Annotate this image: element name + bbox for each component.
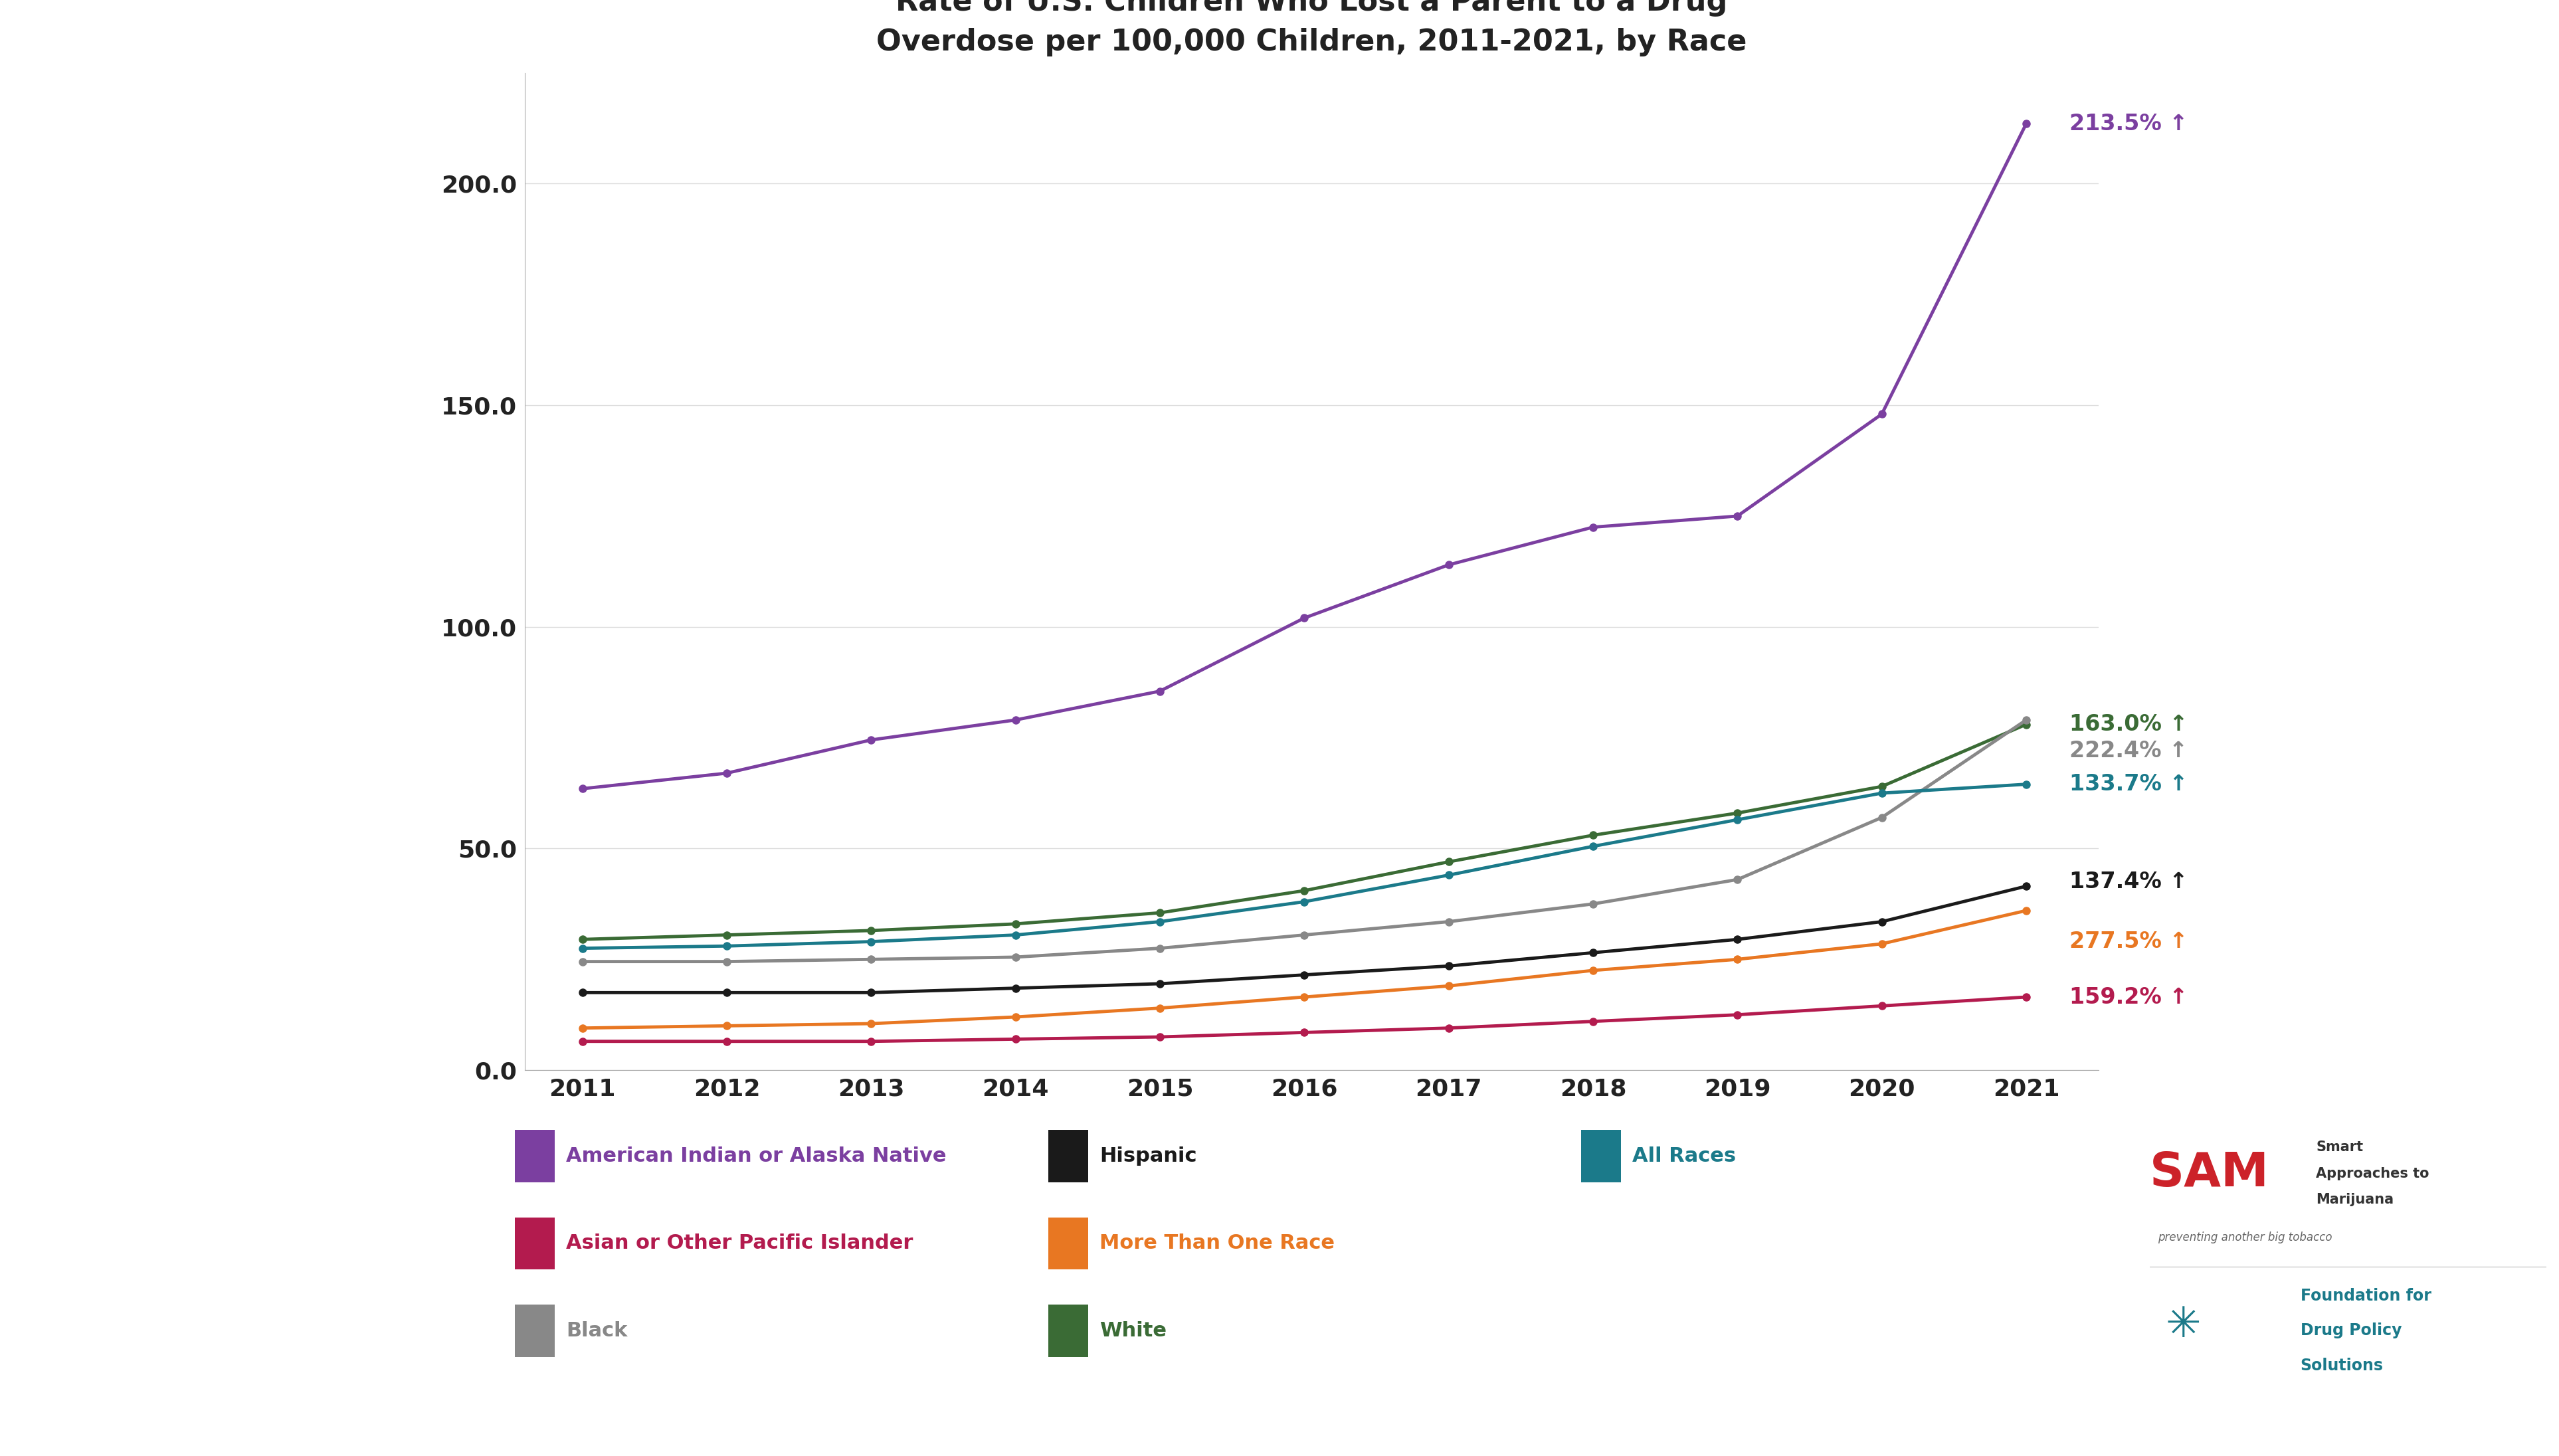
Text: Marijuana: Marijuana (2316, 1192, 2395, 1207)
Text: 137.4% ↑: 137.4% ↑ (2070, 871, 2188, 893)
Bar (514, 1130, 555, 1182)
Bar (1049, 1305, 1088, 1357)
Text: More Than One Race: More Than One Race (1100, 1233, 1333, 1254)
Text: 133.7% ↑: 133.7% ↑ (2070, 773, 2188, 795)
Text: Nora D Volkow, Christopher M Jones et al,
2024: Estimated Number of Children Who: Nora D Volkow, Christopher M Jones et al… (31, 1270, 358, 1351)
Text: Black: Black (566, 1321, 627, 1341)
Text: Asian or Other Pacific Islander: Asian or Other Pacific Islander (566, 1233, 914, 1254)
Text: All Races: All Races (1633, 1146, 1735, 1166)
Bar (514, 1217, 555, 1270)
Bar (514, 1305, 555, 1357)
Text: Smart: Smart (2316, 1140, 2365, 1155)
Text: 222.4% ↑: 222.4% ↑ (2070, 740, 2188, 761)
Text: Foundation for: Foundation for (2301, 1289, 2431, 1303)
Bar (1581, 1130, 1622, 1182)
Bar (1049, 1130, 1088, 1182)
Text: SAM: SAM (2150, 1150, 2270, 1197)
Text: preventing another big tobacco: preventing another big tobacco (2157, 1232, 2331, 1243)
Text: Approaches to: Approaches to (2316, 1166, 2428, 1181)
Text: Hispanic: Hispanic (1100, 1146, 1198, 1166)
Text: 159.2% ↑: 159.2% ↑ (2070, 986, 2188, 1008)
Text: 163.0% ↑: 163.0% ↑ (2070, 713, 2188, 735)
Text: White: White (1100, 1321, 1167, 1341)
Title: Rate of U.S. Children Who Lost a Parent to a Drug
Overdose per 100,000 Children,: Rate of U.S. Children Who Lost a Parent … (875, 0, 1748, 57)
Text: Drug Policy: Drug Policy (2301, 1324, 2400, 1338)
Bar (1049, 1217, 1088, 1270)
Text: From
2011-2021,
321,566
children lost a
parent to a
drug overdose
in the U.S.: From 2011-2021, 321,566 children lost a … (67, 405, 381, 760)
Text: Solutions: Solutions (2301, 1358, 2382, 1373)
Text: ✳: ✳ (2165, 1305, 2201, 1345)
Text: 277.5% ↑: 277.5% ↑ (2070, 930, 2188, 952)
Text: 213.5% ↑: 213.5% ↑ (2070, 112, 2188, 135)
Text: American Indian or Alaska Native: American Indian or Alaska Native (566, 1146, 947, 1166)
